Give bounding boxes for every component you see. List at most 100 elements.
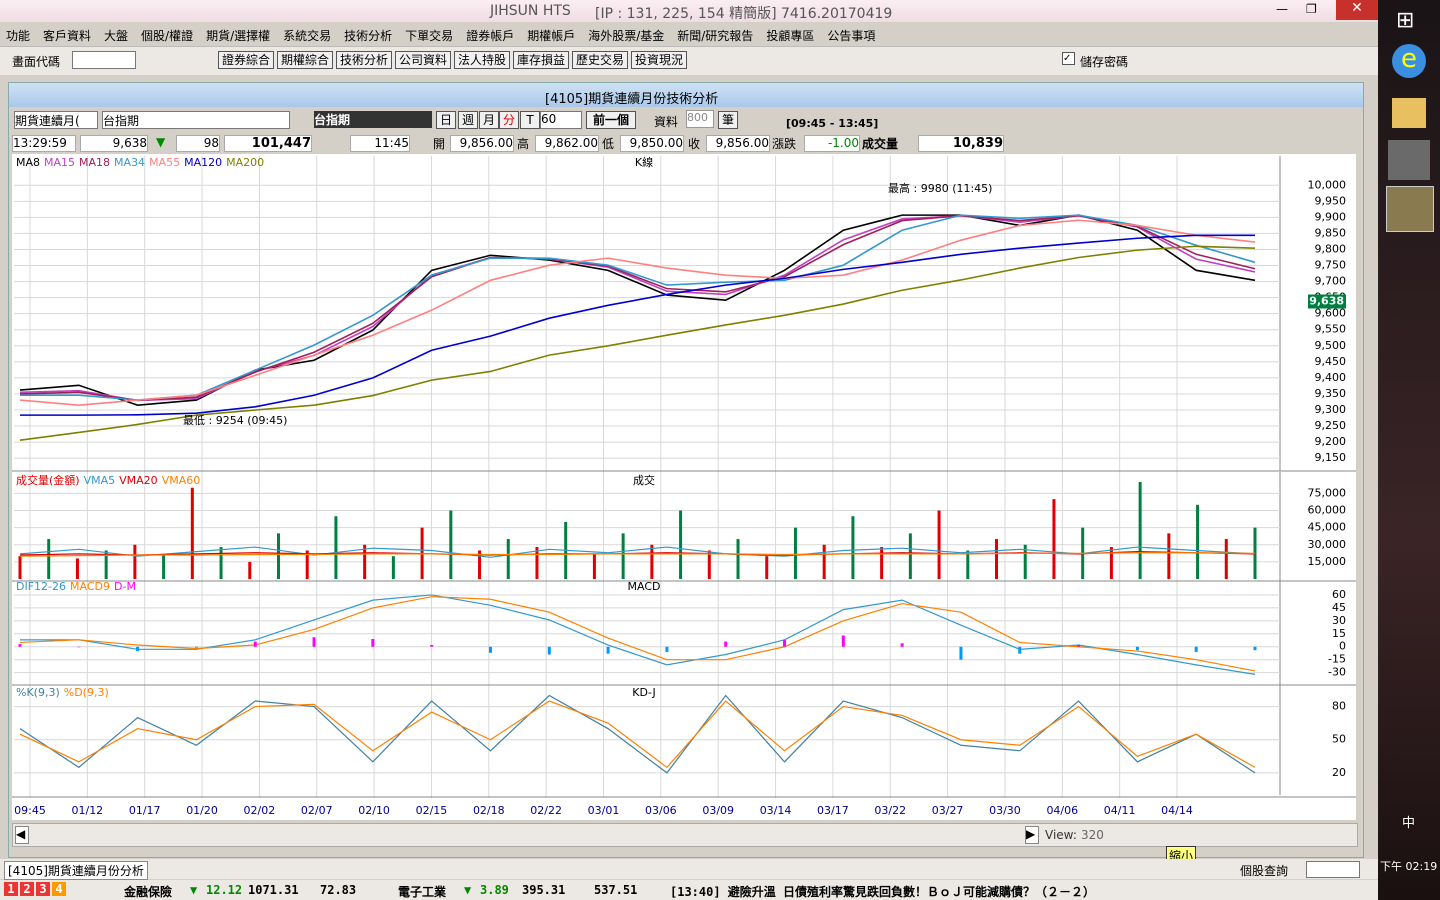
bar: [248, 561, 252, 579]
bar: [276, 533, 280, 579]
y-tick-label: 0: [1339, 640, 1346, 653]
x-tick-label: 03/06: [645, 804, 677, 817]
code-input[interactable]: [72, 51, 136, 69]
bar: [783, 639, 787, 647]
price-tag-label: 9,638: [1309, 294, 1344, 307]
menu-item[interactable]: 下單交易: [405, 29, 454, 43]
x-tick-label: 04/14: [1161, 804, 1193, 817]
bar: [312, 637, 316, 647]
toolbar-button[interactable]: 歷史交易: [572, 51, 628, 69]
interval-select[interactable]: 60: [540, 111, 582, 129]
scroll-left[interactable]: ◀: [15, 826, 29, 844]
toolbar-buttons: 證券綜合 期權綜合 技術分析 公司資料 法人持股 庫存損益 歷史交易 投資現況: [218, 51, 687, 69]
bar: [908, 533, 912, 579]
close[interactable]: ✕: [1336, 0, 1378, 20]
bar: [1109, 547, 1113, 579]
prev-button[interactable]: 前一個: [586, 111, 636, 129]
period-button[interactable]: 月: [479, 111, 499, 129]
symbol-input[interactable]: 台指期: [102, 111, 290, 129]
toolbar-button[interactable]: 證券綜合: [218, 51, 274, 69]
checkbox[interactable]: ✓: [1062, 52, 1075, 65]
search-input[interactable]: [1306, 861, 1360, 878]
bar: [621, 533, 625, 579]
series-line: [20, 594, 1256, 675]
news[interactable]: [13:40] 避險升溫 日債殖利率驚見跌回負數！ＢｏＪ可能減購債？（２－２）: [670, 885, 1096, 899]
menu-item[interactable]: 期權帳戶: [527, 29, 576, 43]
period-button[interactable]: T: [520, 111, 540, 129]
x-tick-label: 02/10: [358, 804, 390, 817]
restore[interactable]: ❐: [1306, 2, 1317, 16]
bar: [18, 644, 22, 647]
ie-icon[interactable]: e: [1392, 44, 1426, 78]
legend-entry: VMA60: [162, 474, 201, 487]
menu-item[interactable]: 新聞/研究報告: [677, 29, 754, 43]
page-button[interactable]: 4: [52, 882, 66, 896]
minimize[interactable]: —: [1276, 2, 1288, 16]
scroll-right[interactable]: ▶: [1025, 826, 1039, 844]
toolbar-button[interactable]: 庫存損益: [513, 51, 569, 69]
menu-item[interactable]: 功能: [6, 29, 31, 43]
quote-price: 9,638: [80, 135, 148, 152]
save-password: 儲存密碼: [1080, 55, 1129, 69]
menu-item[interactable]: 投顧專區: [766, 29, 815, 43]
legend-entry: MA8: [16, 156, 40, 169]
app-name: JIHSUN HTS: [490, 3, 571, 19]
sector-arrow: ▼: [464, 883, 472, 897]
bar: [679, 510, 683, 579]
menu-item[interactable]: 海外股票/基金: [588, 29, 665, 43]
x-tick-label: 02/02: [244, 804, 276, 817]
menu-item[interactable]: 個股/權證: [141, 29, 194, 43]
series-select[interactable]: 期貨連續月(: [14, 111, 98, 129]
explorer-icon[interactable]: [1392, 98, 1426, 128]
menu-item[interactable]: 技術分析: [344, 29, 393, 43]
sector-name: 金融保險: [124, 885, 173, 899]
page-button[interactable]: 1: [4, 882, 18, 896]
count-input[interactable]: 800: [686, 110, 714, 128]
menu-item[interactable]: 公告事項: [827, 29, 876, 43]
bar: [841, 635, 845, 647]
x-tick-label: 04/11: [1104, 804, 1136, 817]
legend-entry: VMA5: [84, 474, 116, 487]
tab[interactable]: [4105]期貨連續月份分析: [4, 861, 148, 880]
bar: [1135, 646, 1139, 651]
period-button[interactable]: 分: [499, 111, 519, 129]
toolbar-button[interactable]: 法人持股: [454, 51, 510, 69]
series-line: [20, 214, 1256, 401]
x-tick-label: 03/14: [760, 804, 792, 817]
y-tick-label: 9,350: [1315, 387, 1347, 400]
bar: [305, 550, 309, 579]
period-button[interactable]: 週: [458, 111, 478, 129]
bar: [194, 646, 198, 648]
page-button[interactable]: 2: [20, 882, 34, 896]
menu-item[interactable]: 期貨/選擇權: [206, 29, 271, 43]
legend-entry: MA200: [226, 156, 264, 169]
toolbar-button[interactable]: 期權綜合: [277, 51, 333, 69]
bar: [966, 550, 970, 579]
toolbar-button[interactable]: 技術分析: [336, 51, 392, 69]
bar: [900, 643, 904, 647]
bar: [371, 638, 375, 647]
y-tick-label: 15,000: [1308, 555, 1347, 568]
menu-item[interactable]: 大盤: [104, 29, 129, 43]
series-line: [19, 546, 1256, 558]
count-unit: 筆: [718, 111, 738, 129]
y-tick-label: 80: [1332, 700, 1346, 713]
bar: [592, 553, 596, 579]
x-tick-label: 02/15: [416, 804, 448, 817]
y-tick-label: -15: [1328, 653, 1346, 666]
menu-item[interactable]: 系統交易: [283, 29, 332, 43]
start[interactable]: ⊞: [1396, 8, 1415, 33]
paint-icon[interactable]: [1388, 140, 1430, 180]
y-tick-label: 9,200: [1315, 435, 1347, 448]
toolbar-button[interactable]: 投資現況: [631, 51, 687, 69]
period-button[interactable]: 日: [436, 111, 456, 129]
page-button[interactable]: 3: [36, 882, 50, 896]
menu-item[interactable]: 客戶資料: [43, 29, 92, 43]
series-line: [19, 700, 1256, 769]
y-tick-label: 50: [1332, 733, 1346, 746]
toolbar-button[interactable]: 公司資料: [395, 51, 451, 69]
menu-item[interactable]: 證券帳戶: [466, 29, 515, 43]
hts-icon[interactable]: [1386, 186, 1434, 232]
bar: [391, 556, 395, 579]
bar: [1194, 646, 1198, 652]
